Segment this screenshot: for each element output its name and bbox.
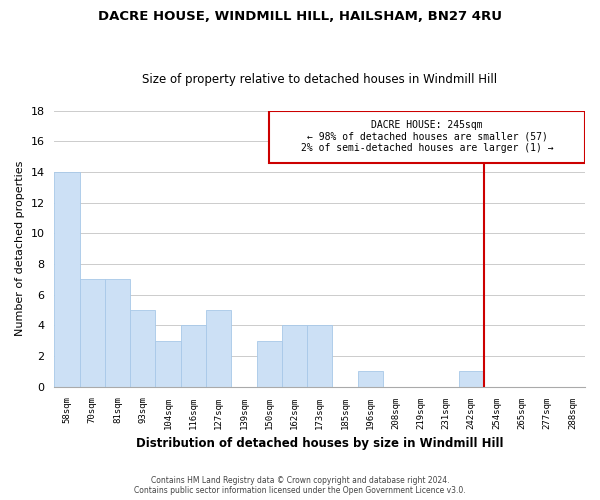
Text: Contains HM Land Registry data © Crown copyright and database right 2024.
Contai: Contains HM Land Registry data © Crown c…: [134, 476, 466, 495]
Bar: [105, 280, 130, 386]
Bar: [181, 326, 206, 386]
Title: Size of property relative to detached houses in Windmill Hill: Size of property relative to detached ho…: [142, 73, 497, 86]
Bar: [80, 280, 105, 386]
Bar: [282, 326, 307, 386]
Bar: [358, 372, 383, 386]
Text: DACRE HOUSE: 245sqm
← 98% of detached houses are smaller (57)
2% of semi-detache: DACRE HOUSE: 245sqm ← 98% of detached ho…: [301, 120, 553, 154]
FancyBboxPatch shape: [269, 111, 585, 163]
X-axis label: Distribution of detached houses by size in Windmill Hill: Distribution of detached houses by size …: [136, 437, 503, 450]
Bar: [307, 326, 332, 386]
Bar: [206, 310, 231, 386]
Bar: [155, 340, 181, 386]
Y-axis label: Number of detached properties: Number of detached properties: [15, 161, 25, 336]
Text: DACRE HOUSE, WINDMILL HILL, HAILSHAM, BN27 4RU: DACRE HOUSE, WINDMILL HILL, HAILSHAM, BN…: [98, 10, 502, 23]
Bar: [130, 310, 155, 386]
Bar: [458, 372, 484, 386]
Bar: [55, 172, 80, 386]
Bar: [257, 340, 282, 386]
